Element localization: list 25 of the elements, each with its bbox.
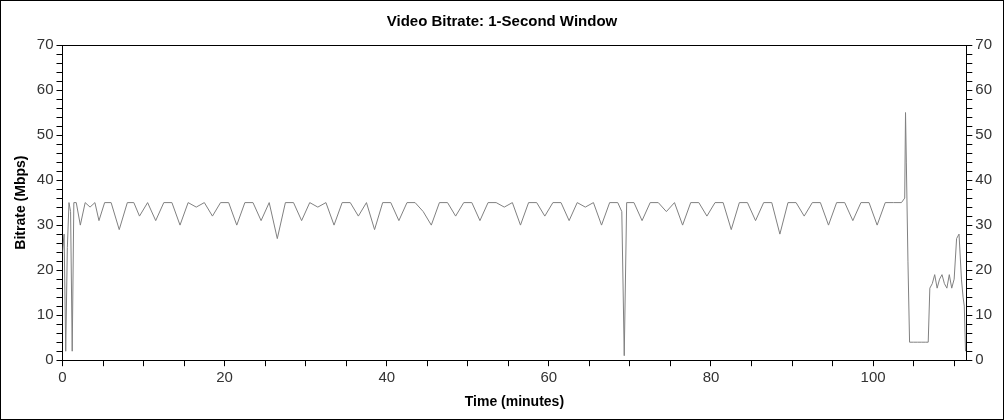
y-tick-label: 60 — [36, 80, 54, 98]
x-axis-title: Time (minutes) — [464, 393, 565, 410]
y-tick-label: 10 — [36, 305, 54, 323]
chart-title: Video Bitrate: 1-Second Window — [386, 12, 618, 30]
y-tick-label: 0 — [45, 350, 54, 368]
y-tick-label: 40 — [36, 170, 54, 188]
y-tick-label: 20 — [36, 260, 54, 278]
x-tick-label: 100 — [860, 368, 886, 386]
y-axis-title: Bitrate (Mbps) — [12, 155, 29, 250]
y2-tick-label: 40 — [975, 170, 992, 188]
y-tick-label: 30 — [36, 215, 54, 233]
y-tick-label: 70 — [36, 35, 54, 53]
y2-tick-label: 20 — [975, 260, 992, 278]
y2-tick-label: 50 — [975, 125, 992, 143]
y2-tick-label: 30 — [975, 215, 992, 233]
x-tick-label: 40 — [378, 368, 396, 386]
x-tick-label: 60 — [540, 368, 558, 386]
y-tick-label: 50 — [36, 125, 54, 143]
y2-tick-label: 70 — [975, 35, 992, 53]
y2-tick-label: 0 — [975, 350, 984, 368]
y2-tick-label: 10 — [975, 305, 992, 323]
x-tick-label: 20 — [216, 368, 233, 386]
y2-tick-label: 60 — [975, 80, 992, 98]
x-tick-label: 0 — [58, 368, 67, 386]
x-tick-label: 80 — [702, 368, 720, 386]
